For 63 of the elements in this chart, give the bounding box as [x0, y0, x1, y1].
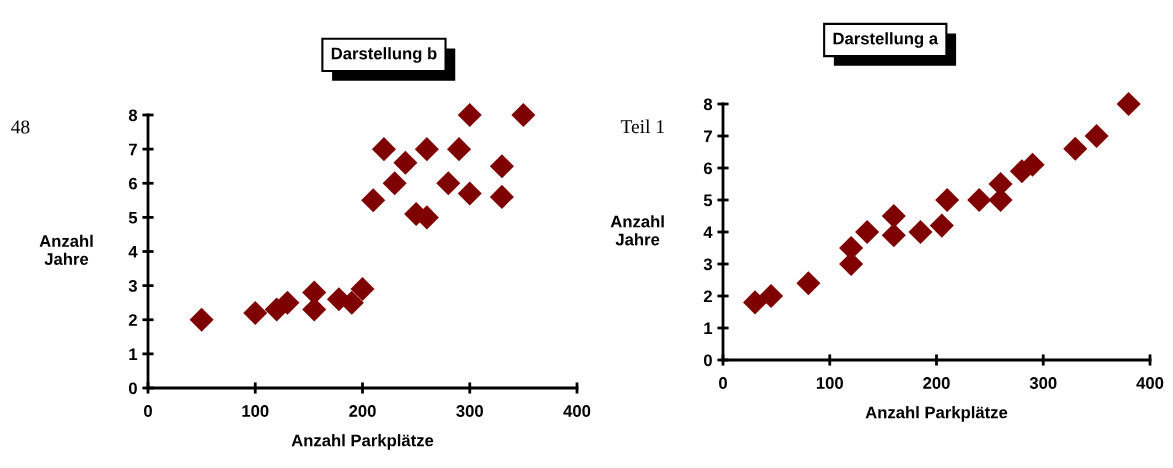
- chart-title: Darstellung a: [833, 32, 939, 48]
- x-tick-label: 400: [563, 405, 591, 417]
- y-tick-label: 5: [703, 194, 713, 207]
- point: [243, 300, 268, 325]
- point: [759, 283, 784, 309]
- point: [511, 102, 536, 128]
- chart-title: Darstellung b: [331, 47, 437, 63]
- point: [743, 290, 768, 315]
- point: [361, 188, 386, 213]
- y-tick-label: 3: [128, 280, 137, 292]
- point: [457, 181, 482, 206]
- point: [1063, 136, 1088, 161]
- point: [1084, 123, 1109, 149]
- x-tick-label: 0: [719, 377, 727, 389]
- y-axis-title: Anzahl Jahre: [39, 234, 93, 265]
- x-axis-title: Anzahl Parkplätze: [291, 434, 434, 450]
- point: [908, 219, 933, 245]
- y-tick-label: 7: [704, 130, 712, 143]
- point: [929, 213, 954, 238]
- y-tick-label: 1: [704, 322, 713, 335]
- point: [489, 154, 514, 179]
- x-tick-label: 0: [144, 405, 152, 417]
- y-tick-label: 7: [129, 143, 137, 156]
- point: [414, 137, 439, 162]
- y-tick-label: 0: [703, 354, 712, 367]
- x-tick-label: 400: [1136, 377, 1164, 389]
- y-tick-label: 2: [703, 290, 712, 303]
- point: [393, 150, 418, 175]
- y-tick-label: 5: [128, 211, 138, 224]
- point: [382, 171, 407, 196]
- point: [350, 277, 375, 302]
- x-tick-label: 300: [1029, 377, 1057, 389]
- point: [436, 171, 461, 196]
- point: [967, 187, 992, 213]
- x-axis-title: Anzahl Parkplätze: [865, 406, 1008, 422]
- text: Teil 1: [620, 119, 664, 134]
- point: [275, 290, 300, 315]
- x-tick-label: 100: [242, 405, 269, 417]
- y-tick-label: 2: [128, 314, 137, 326]
- point: [855, 219, 880, 245]
- point: [1116, 91, 1141, 117]
- point: [457, 102, 482, 128]
- point: [447, 137, 472, 162]
- x-tick-label: 200: [349, 405, 376, 417]
- y-tick-label: 8: [128, 109, 138, 122]
- y-tick-label: 6: [703, 162, 712, 175]
- point: [371, 137, 396, 162]
- y-tick-label: 1: [129, 348, 138, 360]
- y-axis-title: Anzahl Jahre: [610, 215, 664, 246]
- point: [796, 271, 821, 296]
- point: [935, 187, 960, 213]
- point: [881, 223, 906, 248]
- x-tick-label: 200: [923, 377, 950, 389]
- point: [189, 307, 214, 332]
- x-tick-label: 100: [816, 377, 843, 389]
- y-tick-label: 6: [128, 177, 137, 190]
- y-tick-label: 8: [703, 98, 713, 111]
- text: 48: [11, 120, 30, 134]
- y-tick-label: 4: [128, 246, 138, 258]
- point: [489, 184, 514, 209]
- y-tick-label: 4: [703, 226, 713, 239]
- y-tick-label: 3: [703, 258, 712, 271]
- x-tick-label: 300: [456, 405, 483, 417]
